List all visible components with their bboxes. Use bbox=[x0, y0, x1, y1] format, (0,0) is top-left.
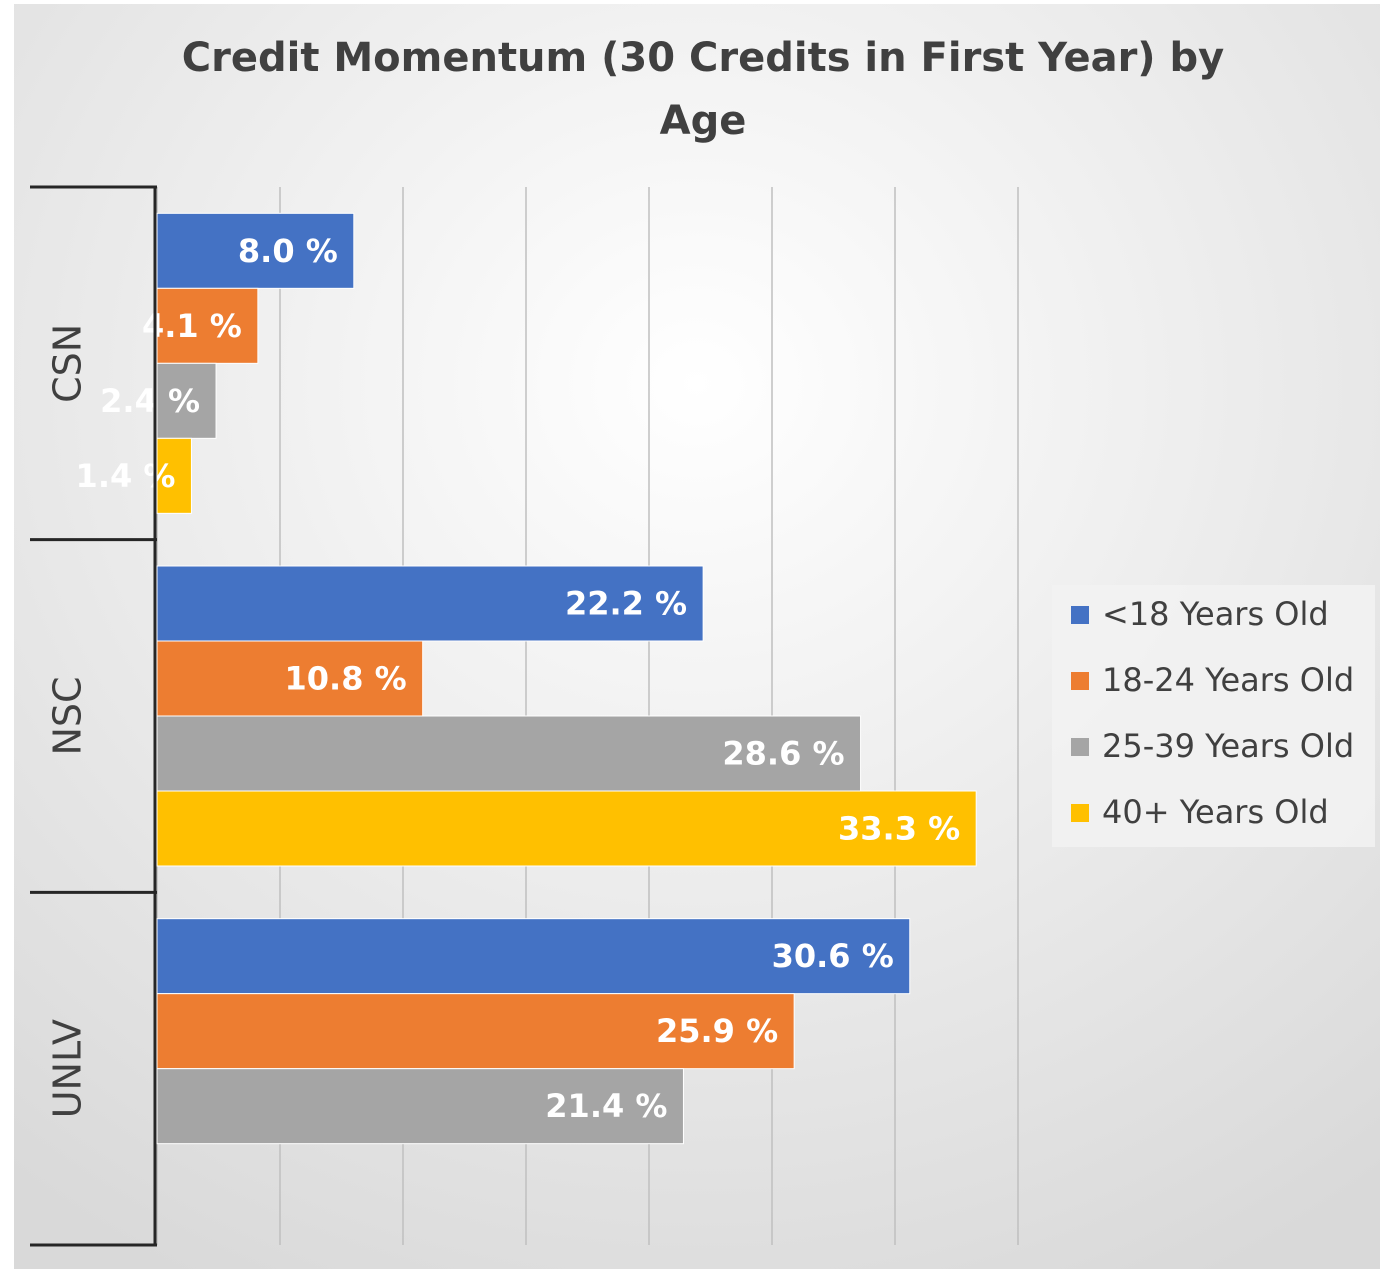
data-label: 2.4 % bbox=[100, 382, 200, 420]
title-line: Age bbox=[660, 98, 747, 144]
data-label: 22.2 % bbox=[565, 585, 687, 623]
data-label: 30.6 % bbox=[772, 937, 894, 975]
bar bbox=[156, 565, 704, 642]
legend-swatch bbox=[1071, 672, 1089, 690]
bar bbox=[156, 212, 355, 289]
data-label: 10.8 % bbox=[285, 660, 407, 698]
data-label: 21.4 % bbox=[545, 1087, 667, 1125]
legend-label: 18-24 Years Old bbox=[1102, 661, 1354, 699]
title-line: Credit Momentum (30 Credits in First Yea… bbox=[182, 35, 1224, 81]
bar bbox=[156, 1068, 684, 1145]
y-tick-label: CSN bbox=[46, 324, 90, 403]
legend-box bbox=[1052, 585, 1375, 847]
y-tick-label: UNLV bbox=[46, 1019, 90, 1118]
legend-label: <18 Years Old bbox=[1102, 595, 1329, 633]
data-label: 4.1 % bbox=[142, 307, 242, 345]
legend-swatch bbox=[1071, 606, 1089, 624]
bar bbox=[156, 640, 424, 717]
data-label: 28.6 % bbox=[722, 735, 844, 773]
legend-label: 40+ Years Old bbox=[1102, 793, 1329, 831]
data-label: 25.9 % bbox=[656, 1012, 778, 1050]
chart-title: Credit Momentum (30 Credits in First Yea… bbox=[182, 35, 1224, 144]
bar bbox=[156, 715, 862, 792]
y-tick-label: NSC bbox=[46, 676, 90, 755]
legend-label: 25-39 Years Old bbox=[1102, 727, 1354, 765]
bar bbox=[156, 790, 977, 867]
bar bbox=[156, 993, 795, 1070]
legend-swatch bbox=[1071, 738, 1089, 756]
data-label: 1.4 % bbox=[76, 457, 176, 495]
bar bbox=[156, 918, 911, 995]
data-label: 8.0 % bbox=[238, 232, 338, 270]
legend-swatch bbox=[1071, 804, 1089, 822]
bar bbox=[156, 362, 217, 439]
data-label: 33.3 % bbox=[838, 810, 960, 848]
bar bbox=[156, 437, 192, 514]
bar bbox=[156, 287, 259, 364]
